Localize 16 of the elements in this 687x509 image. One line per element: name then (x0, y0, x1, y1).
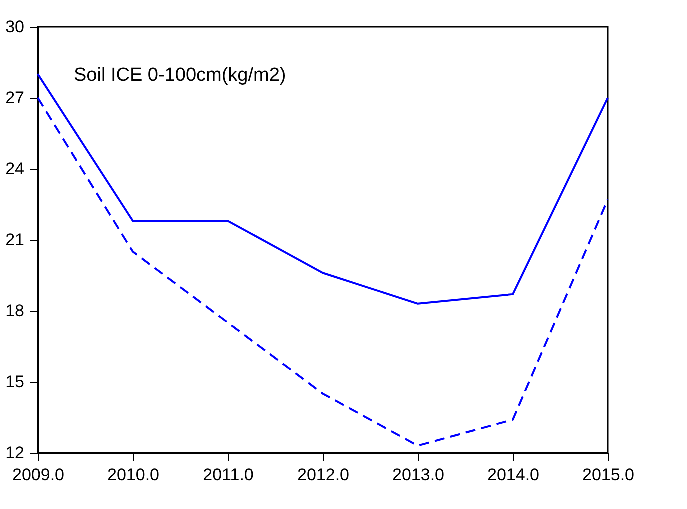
y-tick-label: 21 (6, 230, 24, 250)
x-tick-label: 2012.0 (298, 466, 350, 484)
line-series (37, 97, 609, 447)
y-tick-label: 18 (6, 302, 24, 320)
y-tick-label: 27 (6, 88, 24, 108)
text: Soil ICE 0-100cm(kg/m2) (74, 65, 286, 86)
x-tick-label: 2013.0 (392, 466, 444, 484)
x-tick-label: 2014.0 (488, 466, 540, 484)
x-tick-label: 2015.0 (582, 466, 634, 484)
x-tick-label: 2009.0 (12, 466, 64, 484)
y-tick-label: 30 (6, 18, 24, 36)
y-tick-label: 15 (6, 372, 24, 392)
y-tick-label: 24 (6, 160, 24, 178)
x-tick-label: 2010.0 (108, 466, 160, 484)
y-tick-label: 12 (6, 444, 24, 462)
x-tick-label: 2011.0 (203, 466, 254, 484)
